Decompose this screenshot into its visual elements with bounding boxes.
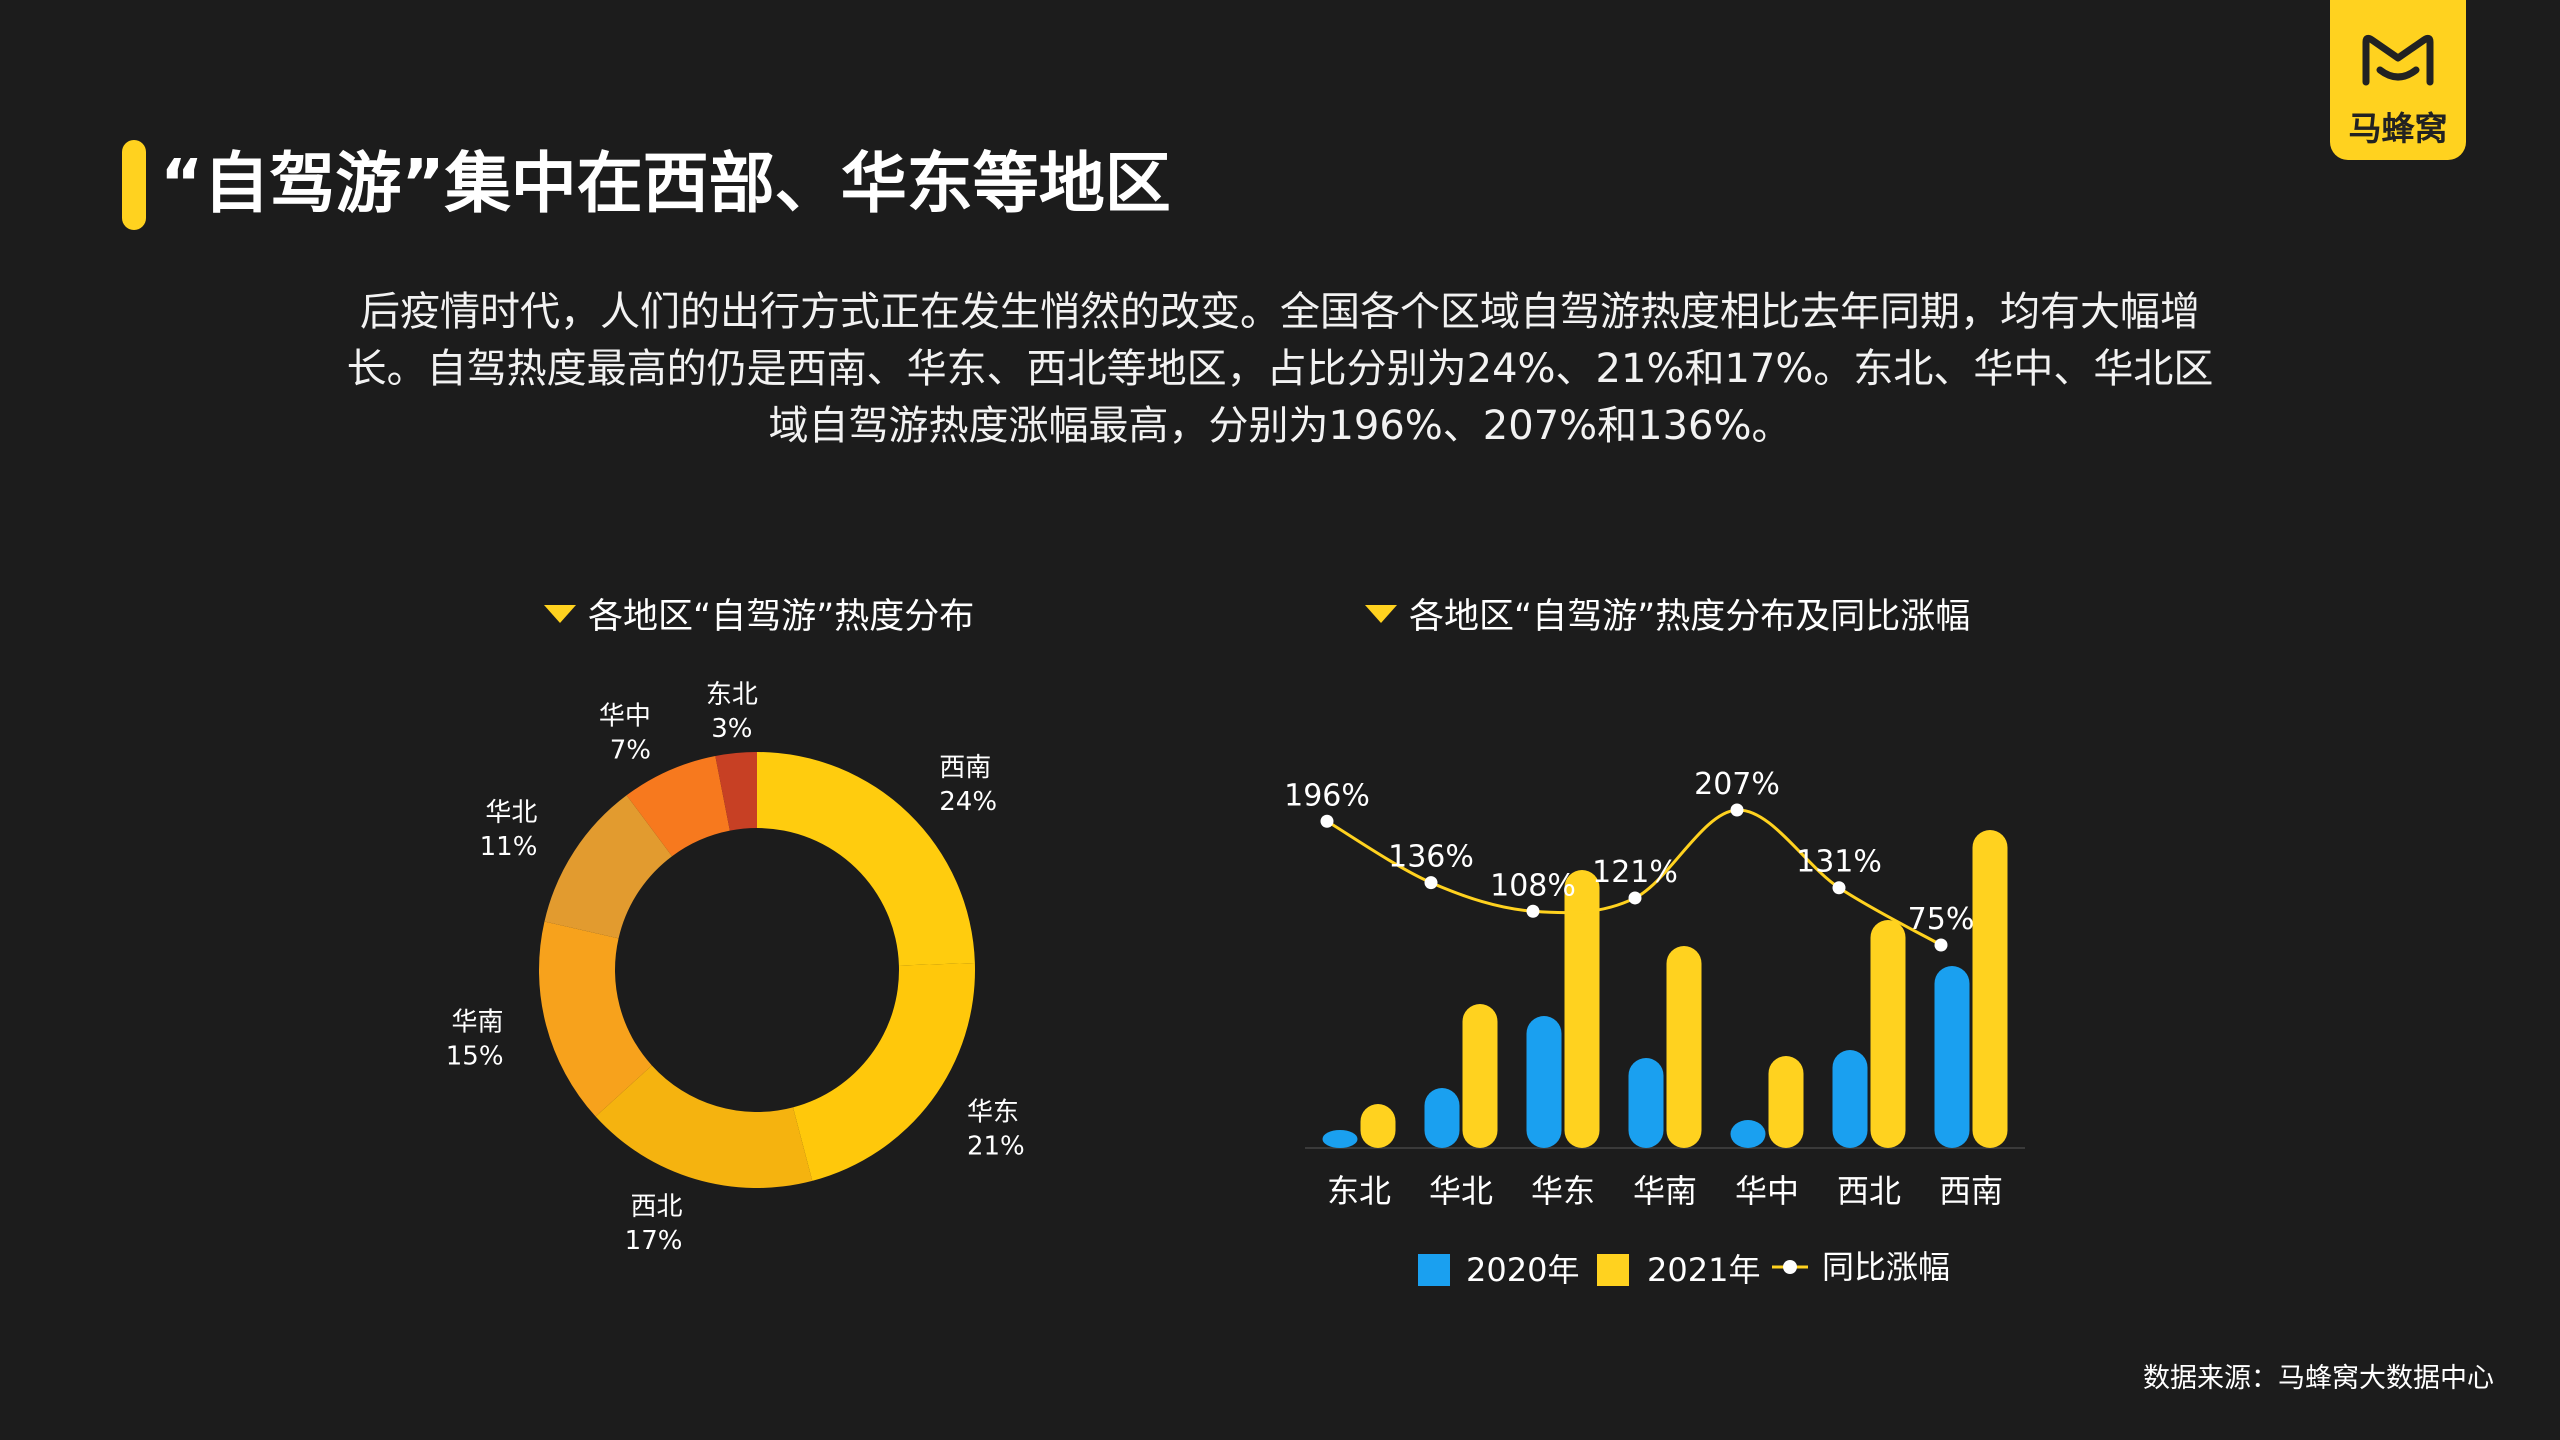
growth-point <box>1934 938 1948 952</box>
intro-line-3: 域自驾游热度涨幅最高，分别为196%、207%和136%。 <box>768 403 1792 449</box>
bar-2020 <box>1832 1050 1868 1148</box>
bar-2021 <box>1870 920 1906 1148</box>
growth-point <box>1832 881 1846 895</box>
bar-2021 <box>1462 1004 1498 1148</box>
slice-value-label: 7% <box>610 735 651 765</box>
donut-slice <box>793 963 975 1181</box>
x-tick-label: 西南 <box>1939 1172 2003 1210</box>
bar-2020 <box>1322 1130 1358 1148</box>
logo-icon <box>2362 34 2434 86</box>
slice-label: 华南 <box>452 1007 504 1037</box>
growth-data-label: 75% <box>1908 902 1975 937</box>
x-tick-label: 华北 <box>1429 1172 1493 1210</box>
slice-label: 西南 <box>939 753 991 783</box>
bar-2021 <box>1564 870 1600 1148</box>
intro-line-2: 长。自驾热度最高的仍是西南、华东、西北等地区，占比分别为24%、21%和17%。… <box>346 346 2214 392</box>
growth-point <box>1424 876 1438 890</box>
legend-swatch-2021 <box>1597 1254 1629 1286</box>
slice-label: 华东 <box>967 1098 1019 1128</box>
mafengwo-logo: 马蜂窝 <box>2330 0 2466 160</box>
donut-slice <box>538 921 652 1117</box>
bar-2020 <box>1934 966 1970 1148</box>
slice-value-label: 24% <box>939 787 997 817</box>
bar-2020 <box>1424 1088 1460 1148</box>
triangle-icon <box>1365 605 1397 623</box>
title-accent-bar <box>122 140 146 230</box>
legend-marker-growth <box>1783 1260 1797 1274</box>
slice-value-label: 11% <box>480 832 538 862</box>
donut-slice <box>544 795 673 939</box>
right-chart-title-text: 各地区“自驾游”热度分布及同比涨幅 <box>1409 597 1971 637</box>
growth-data-label: 131% <box>1796 845 1882 880</box>
growth-data-label: 108% <box>1490 868 1576 903</box>
bar-2021 <box>1972 830 2008 1148</box>
bar-2021 <box>1768 1056 1804 1148</box>
x-tick-label: 华东 <box>1531 1172 1595 1210</box>
slice-value-label: 3% <box>711 714 752 744</box>
legend-swatch-2020 <box>1418 1254 1450 1286</box>
x-tick-label: 西北 <box>1837 1172 1901 1210</box>
data-source: 数据来源：马蜂窝大数据中心 <box>2143 1363 2494 1394</box>
left-chart-title-text: 各地区“自驾游”热度分布 <box>588 597 975 637</box>
logo-text: 马蜂窝 <box>2348 109 2448 148</box>
legend: 2020年 2021年 同比涨幅 <box>1418 1248 1950 1289</box>
growth-point <box>1628 891 1642 905</box>
donut-slice <box>595 1065 813 1188</box>
right-chart-title: 各地区“自驾游”热度分布及同比涨幅 <box>1365 588 1970 639</box>
donut-slice <box>626 756 730 857</box>
growth-data-label: 121% <box>1592 855 1678 890</box>
growth-point <box>1526 904 1540 918</box>
legend-label-2020: 2020年 <box>1466 1251 1579 1289</box>
triangle-icon <box>544 605 576 623</box>
intro-line-1: 后疫情时代，人们的出行方式正在发生悄然的改变。全国各个区域自驾游热度相比去年同期… <box>360 289 2200 335</box>
legend-label-growth: 同比涨幅 <box>1822 1248 1950 1286</box>
intro-paragraph: 后疫情时代，人们的出行方式正在发生悄然的改变。全国各个区域自驾游热度相比去年同期… <box>320 284 2240 455</box>
x-tick-label: 华中 <box>1735 1172 1799 1210</box>
slice-value-label: 15% <box>446 1041 504 1071</box>
bar-2020 <box>1730 1120 1766 1148</box>
bar-2020 <box>1526 1016 1562 1148</box>
donut-slice <box>757 752 975 966</box>
legend-label-2021: 2021年 <box>1647 1251 1760 1289</box>
x-tick-label: 华南 <box>1633 1172 1697 1210</box>
slice-label: 西北 <box>630 1192 682 1222</box>
page-title: “自驾游”集中在西部、华东等地区 <box>160 145 1171 222</box>
bar-2021 <box>1360 1104 1396 1148</box>
slice-value-label: 21% <box>967 1132 1025 1162</box>
slice-label: 华中 <box>599 701 651 731</box>
growth-data-label: 207% <box>1694 767 1780 802</box>
slice-label: 华北 <box>485 798 537 828</box>
growth-point <box>1730 803 1744 817</box>
growth-point <box>1320 814 1334 828</box>
growth-data-label: 136% <box>1388 840 1474 875</box>
left-chart-title: 各地区“自驾游”热度分布 <box>544 588 974 639</box>
x-tick-label: 东北 <box>1327 1172 1391 1210</box>
slice-label: 东北 <box>706 680 758 710</box>
growth-data-label: 196% <box>1284 778 1370 813</box>
bar-2020 <box>1628 1058 1664 1148</box>
slice-value-label: 17% <box>625 1226 683 1256</box>
donut-slice <box>715 751 757 831</box>
bar-2021 <box>1666 946 1702 1148</box>
